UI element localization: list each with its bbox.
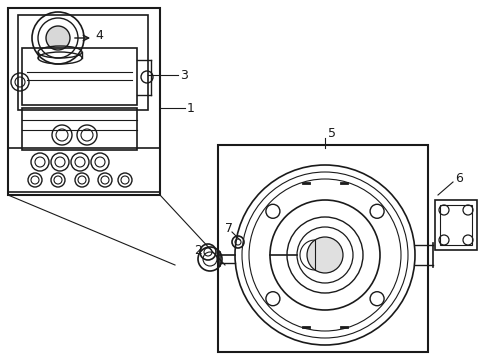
- Bar: [8, 148, 160, 192]
- Text: 1: 1: [186, 102, 195, 114]
- Bar: [22, 108, 137, 150]
- Text: 5: 5: [327, 126, 335, 140]
- Bar: [22, 48, 137, 105]
- Text: 4: 4: [95, 28, 102, 41]
- Bar: [18, 15, 148, 110]
- Bar: [8, 8, 160, 195]
- Bar: [434, 200, 476, 250]
- Bar: [218, 145, 427, 352]
- Bar: [439, 205, 471, 245]
- Text: 7: 7: [224, 221, 232, 234]
- Text: 3: 3: [180, 68, 187, 81]
- Circle shape: [306, 237, 342, 273]
- Text: 2: 2: [194, 243, 202, 256]
- Text: 6: 6: [454, 171, 462, 185]
- Circle shape: [46, 26, 70, 50]
